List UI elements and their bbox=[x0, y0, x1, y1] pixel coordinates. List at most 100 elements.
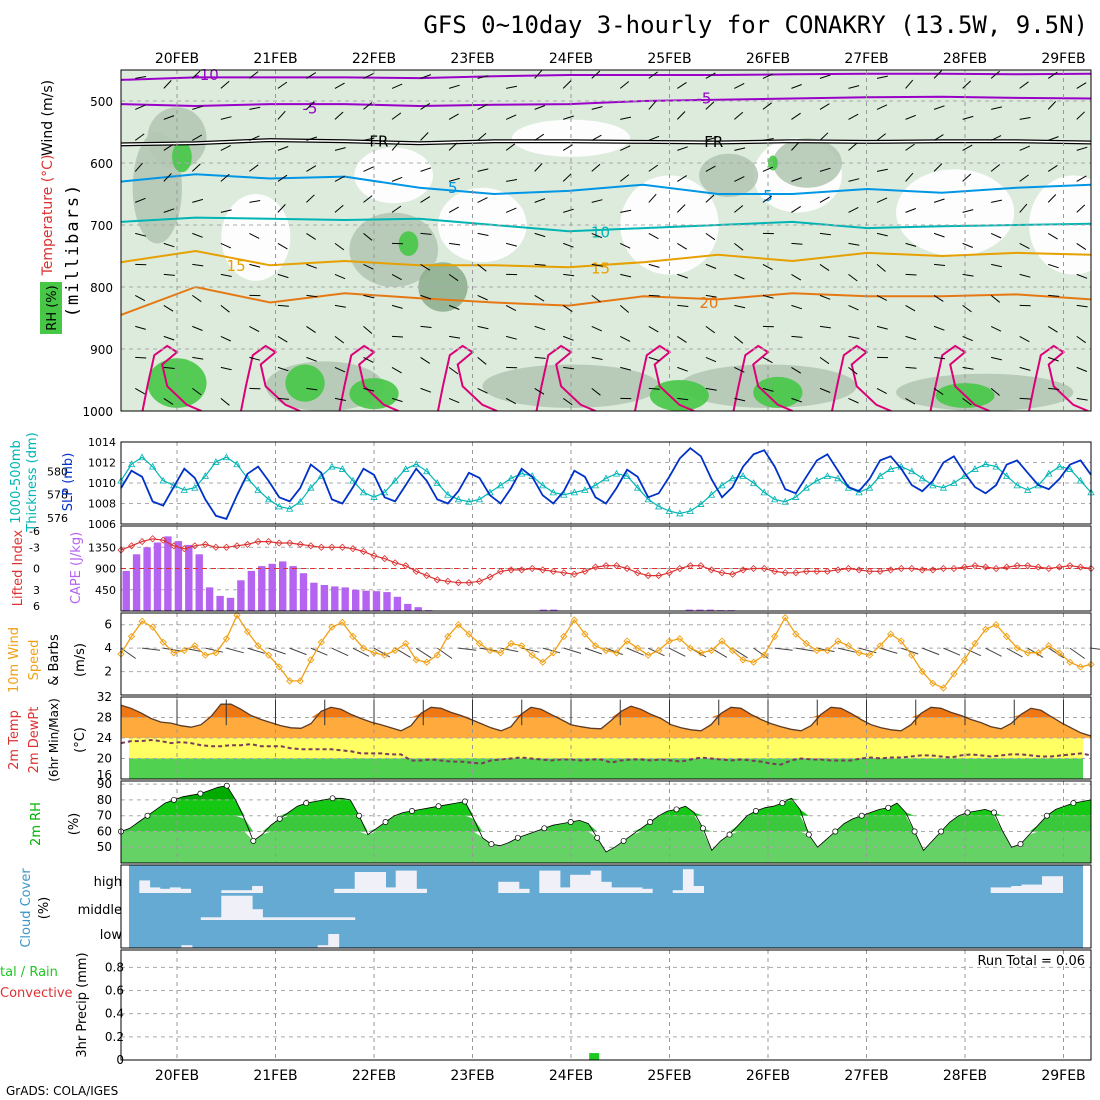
thickness-point bbox=[138, 453, 146, 461]
wind-barb bbox=[420, 196, 431, 203]
li-point bbox=[760, 564, 768, 573]
cloud-bar-high bbox=[344, 888, 356, 893]
precip-tick-0: 0 bbox=[116, 1053, 124, 1067]
wind-barb bbox=[249, 356, 261, 361]
wind-barb bbox=[762, 356, 773, 364]
temp-tick-24: 24 bbox=[97, 731, 112, 745]
li-point bbox=[243, 540, 252, 548]
cape-bar bbox=[289, 566, 297, 611]
li-point bbox=[581, 567, 589, 575]
wind-barb bbox=[391, 366, 402, 374]
thickness-point bbox=[929, 481, 937, 489]
thickness-point bbox=[127, 460, 136, 468]
thickness-point bbox=[159, 476, 167, 484]
wind-barb bbox=[734, 366, 745, 373]
wind-barb bbox=[990, 164, 1001, 172]
wind-speed-point bbox=[781, 614, 789, 622]
rh2m-point bbox=[779, 800, 786, 807]
wind-barb bbox=[1047, 71, 1058, 79]
thickness-point bbox=[855, 488, 863, 496]
wind-barb bbox=[848, 273, 858, 282]
thickness-point bbox=[328, 462, 336, 470]
wind-speed-point bbox=[918, 667, 926, 676]
wind-labels: 10m Wind Speed & Barbs (m/s) bbox=[7, 627, 88, 693]
wind-speed-point bbox=[275, 663, 283, 671]
slp-line bbox=[120, 447, 1092, 520]
rh2m-point bbox=[1070, 800, 1077, 807]
rh2m-point bbox=[832, 828, 839, 835]
bottom-date-22FEB: 22FEB bbox=[352, 1068, 396, 1084]
li-point bbox=[212, 543, 220, 551]
li-point bbox=[423, 572, 431, 580]
wind-barb bbox=[192, 356, 204, 360]
rh2m-point bbox=[911, 828, 918, 835]
thickness-point bbox=[349, 476, 357, 484]
wind-barb bbox=[591, 325, 603, 332]
thickness-line bbox=[120, 456, 1092, 515]
wind-barb bbox=[448, 206, 459, 213]
wind-speed-point bbox=[644, 651, 652, 659]
wind-barb bbox=[619, 305, 630, 313]
cloud-bar-high bbox=[395, 870, 407, 893]
wind-barb bbox=[363, 263, 374, 270]
rh-patch bbox=[354, 147, 434, 204]
thickness-point bbox=[338, 465, 347, 472]
wind-barb bbox=[1019, 335, 1030, 343]
temp-tick-28: 28 bbox=[97, 711, 112, 725]
wind-barb bbox=[876, 232, 888, 237]
wind-barb bbox=[705, 263, 717, 269]
wind-barb bbox=[791, 112, 801, 120]
li-point bbox=[792, 569, 800, 577]
slp-frame bbox=[120, 441, 1092, 525]
wind-barb bbox=[734, 273, 745, 280]
wind-barb bbox=[991, 263, 1003, 268]
wind-speed-point bbox=[749, 658, 758, 666]
thickness-point bbox=[444, 490, 452, 498]
wind-speed-point bbox=[317, 638, 325, 646]
isotherm--5 bbox=[121, 95, 1091, 108]
precip-tick-0.6: 0.6 bbox=[105, 984, 124, 998]
wind-label-1: 10m Wind bbox=[7, 627, 22, 693]
rh2m-point bbox=[991, 809, 997, 816]
li-point bbox=[370, 552, 378, 560]
wind-speed-point bbox=[233, 611, 241, 619]
wind-barb bbox=[448, 142, 458, 151]
wind-barb bbox=[791, 335, 803, 338]
li-tick-3: 3 bbox=[33, 584, 40, 597]
wind-barb bbox=[391, 112, 402, 120]
temp-frame bbox=[120, 696, 1092, 780]
li-point bbox=[960, 563, 969, 571]
li-point bbox=[866, 567, 874, 575]
wind-speed-point bbox=[412, 656, 420, 664]
bottom-date-24FEB: 24FEB bbox=[549, 1068, 593, 1084]
wind-barb bbox=[192, 232, 203, 238]
wind-barb bbox=[819, 232, 831, 236]
thickness-point bbox=[1066, 465, 1074, 472]
wind-barb bbox=[905, 335, 917, 341]
wind-speed-point bbox=[633, 644, 642, 652]
cape-bar bbox=[216, 595, 224, 611]
cloud-bar-middle bbox=[262, 917, 274, 920]
wind-barb bbox=[334, 82, 345, 89]
wind-speed-point bbox=[127, 632, 136, 641]
li-point bbox=[887, 566, 895, 574]
wind-barb bbox=[420, 102, 431, 110]
thickness-point bbox=[391, 476, 399, 484]
cape-bar bbox=[122, 570, 130, 611]
wind-barb bbox=[1090, 647, 1100, 650]
cloud-bar-high bbox=[1021, 884, 1033, 893]
slp-label-left2: 1000-500mb bbox=[9, 440, 24, 524]
wind-barb bbox=[791, 273, 802, 281]
wind-barb bbox=[163, 80, 172, 89]
cloud-bar-middle bbox=[282, 917, 294, 920]
wind-barb bbox=[249, 71, 259, 79]
cape-bar bbox=[393, 596, 402, 611]
temp-tick-16: 16 bbox=[97, 768, 112, 782]
wind-barb bbox=[591, 388, 601, 396]
wind-barb bbox=[705, 325, 716, 334]
wind-barb bbox=[648, 325, 659, 333]
wind-barb bbox=[762, 138, 774, 141]
rh2m-point bbox=[726, 831, 733, 838]
rh-legend-swatch bbox=[40, 282, 62, 334]
wind-barb bbox=[591, 106, 603, 110]
